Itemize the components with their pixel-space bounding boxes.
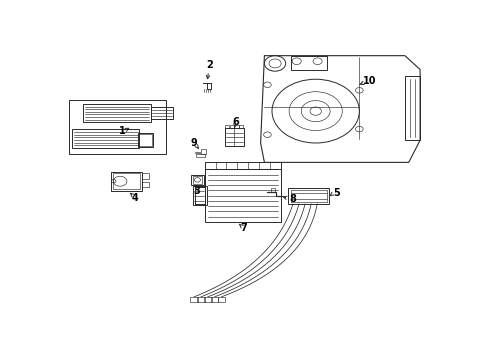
Bar — [211, 297, 219, 302]
Text: 10: 10 — [363, 76, 377, 86]
Bar — [204, 297, 212, 302]
Bar — [218, 297, 225, 302]
Bar — [288, 188, 329, 204]
Text: 2: 2 — [206, 60, 213, 70]
Bar — [193, 176, 202, 184]
Bar — [69, 100, 166, 154]
Bar — [72, 129, 140, 148]
Text: 3: 3 — [194, 186, 200, 196]
Bar — [191, 175, 204, 185]
Text: 7: 7 — [240, 223, 247, 233]
Bar — [205, 169, 281, 222]
Bar — [225, 125, 229, 128]
Bar — [142, 174, 148, 179]
Bar — [111, 172, 142, 191]
Bar — [291, 190, 327, 202]
Text: 9: 9 — [191, 138, 197, 148]
Bar — [205, 162, 281, 169]
Bar — [196, 154, 205, 157]
Bar — [139, 134, 151, 146]
Bar — [190, 297, 198, 302]
Bar — [291, 56, 327, 69]
Bar — [197, 297, 205, 302]
Bar — [225, 128, 244, 146]
Text: 4: 4 — [131, 193, 138, 203]
Bar — [113, 173, 140, 189]
Bar — [234, 125, 239, 128]
Bar — [151, 107, 173, 120]
Bar — [83, 104, 151, 122]
Bar — [142, 182, 148, 187]
Bar — [138, 133, 153, 147]
Bar — [230, 125, 234, 128]
Text: 6: 6 — [233, 117, 239, 127]
Text: 5: 5 — [333, 188, 340, 198]
Text: 1: 1 — [120, 126, 126, 136]
Bar — [194, 186, 207, 205]
Bar — [405, 76, 420, 140]
Text: 8: 8 — [289, 194, 296, 204]
Bar — [239, 125, 243, 128]
